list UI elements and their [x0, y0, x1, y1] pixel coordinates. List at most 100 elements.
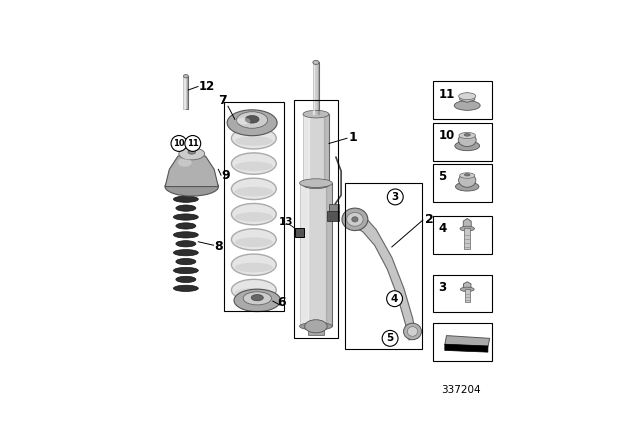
- Polygon shape: [165, 152, 218, 186]
- Ellipse shape: [173, 214, 198, 220]
- Ellipse shape: [179, 148, 205, 160]
- Ellipse shape: [305, 320, 327, 333]
- Ellipse shape: [173, 232, 198, 238]
- Ellipse shape: [173, 250, 198, 256]
- Ellipse shape: [460, 226, 474, 231]
- Ellipse shape: [235, 187, 273, 197]
- Ellipse shape: [235, 237, 273, 247]
- Ellipse shape: [173, 267, 198, 274]
- Ellipse shape: [232, 254, 276, 276]
- Ellipse shape: [303, 181, 329, 189]
- Ellipse shape: [347, 212, 363, 226]
- Text: 337204: 337204: [441, 385, 481, 395]
- Ellipse shape: [235, 136, 273, 146]
- Text: 1: 1: [349, 131, 358, 144]
- Text: 4: 4: [391, 294, 398, 304]
- Ellipse shape: [342, 208, 368, 231]
- Ellipse shape: [237, 112, 268, 128]
- Ellipse shape: [232, 153, 276, 174]
- Text: 3: 3: [438, 281, 447, 294]
- Bar: [433, 82, 492, 119]
- Ellipse shape: [465, 174, 470, 176]
- Polygon shape: [463, 219, 471, 229]
- Ellipse shape: [173, 177, 199, 186]
- Text: 11: 11: [438, 87, 454, 100]
- Circle shape: [387, 189, 403, 205]
- Ellipse shape: [227, 110, 277, 136]
- Ellipse shape: [352, 217, 358, 222]
- Ellipse shape: [176, 258, 196, 265]
- Ellipse shape: [464, 134, 470, 136]
- Ellipse shape: [313, 60, 319, 65]
- Ellipse shape: [235, 212, 273, 222]
- Ellipse shape: [300, 323, 332, 330]
- Ellipse shape: [232, 280, 276, 301]
- Polygon shape: [445, 336, 490, 347]
- Bar: [300, 183, 332, 326]
- Text: 12: 12: [198, 80, 215, 93]
- Ellipse shape: [459, 173, 476, 187]
- Ellipse shape: [245, 116, 259, 123]
- Bar: [224, 102, 284, 311]
- Circle shape: [382, 331, 398, 346]
- Polygon shape: [463, 282, 471, 290]
- Ellipse shape: [176, 187, 196, 194]
- Circle shape: [387, 291, 403, 306]
- Ellipse shape: [404, 323, 422, 340]
- Text: 4: 4: [438, 222, 447, 235]
- Bar: [433, 275, 492, 313]
- Bar: [329, 204, 339, 212]
- Text: 7: 7: [218, 94, 227, 107]
- Ellipse shape: [303, 110, 329, 118]
- Bar: [465, 289, 470, 302]
- Ellipse shape: [184, 74, 188, 78]
- Ellipse shape: [235, 161, 273, 171]
- Bar: [433, 164, 492, 202]
- Ellipse shape: [188, 150, 196, 154]
- Text: 8: 8: [214, 241, 223, 254]
- Ellipse shape: [458, 134, 476, 146]
- Bar: [313, 62, 319, 114]
- Circle shape: [185, 135, 201, 151]
- Polygon shape: [460, 93, 475, 102]
- Ellipse shape: [232, 128, 276, 149]
- Text: 13: 13: [278, 216, 293, 227]
- Ellipse shape: [454, 101, 480, 110]
- Ellipse shape: [232, 203, 276, 225]
- Bar: [294, 100, 339, 338]
- Ellipse shape: [176, 241, 196, 247]
- Text: 10: 10: [438, 129, 454, 142]
- Ellipse shape: [243, 292, 271, 305]
- Text: 5: 5: [387, 333, 394, 343]
- Circle shape: [171, 135, 187, 151]
- Ellipse shape: [237, 117, 250, 125]
- Ellipse shape: [252, 294, 263, 301]
- Ellipse shape: [176, 205, 196, 211]
- Ellipse shape: [176, 223, 196, 229]
- Ellipse shape: [459, 93, 476, 99]
- Ellipse shape: [456, 182, 479, 191]
- Bar: [433, 216, 492, 254]
- Ellipse shape: [460, 173, 475, 178]
- Ellipse shape: [234, 289, 280, 312]
- Ellipse shape: [455, 141, 479, 151]
- Ellipse shape: [460, 287, 474, 292]
- Text: 10: 10: [173, 139, 185, 148]
- Ellipse shape: [407, 327, 418, 336]
- Ellipse shape: [176, 276, 196, 283]
- Bar: [433, 123, 492, 161]
- Bar: [308, 325, 323, 335]
- Bar: [294, 228, 304, 237]
- Text: 3: 3: [392, 192, 399, 202]
- Text: 9: 9: [221, 169, 230, 182]
- Polygon shape: [355, 211, 416, 340]
- Ellipse shape: [178, 158, 192, 167]
- Text: 2: 2: [424, 213, 433, 226]
- Ellipse shape: [232, 178, 276, 199]
- Bar: [303, 114, 329, 185]
- Ellipse shape: [235, 288, 273, 297]
- Bar: [344, 183, 422, 349]
- Ellipse shape: [173, 285, 198, 292]
- Text: 6: 6: [277, 296, 285, 309]
- Bar: [433, 323, 492, 361]
